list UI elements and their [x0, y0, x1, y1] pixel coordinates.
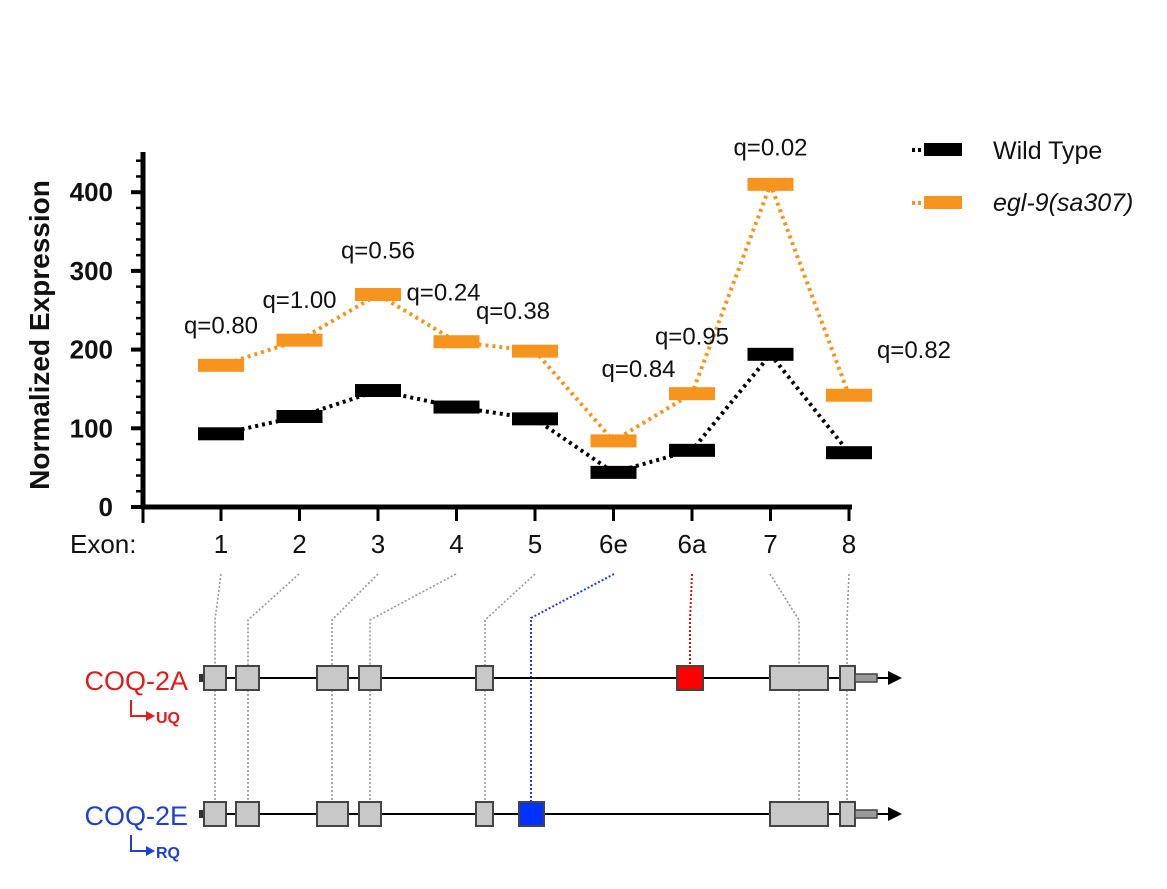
- data-point-wild-type: [590, 465, 637, 479]
- isoform-a-model: COQ-2A UQ: [84, 665, 902, 727]
- q-value-labels: q=0.80q=1.00q=0.56 q=0.24q=0.38 q=0.84 q=0.…: [184, 134, 951, 383]
- isoform-a-exon-6a: [676, 665, 704, 691]
- data-point-wild-type: [747, 347, 794, 361]
- isoform-e-exon-7: [769, 801, 829, 827]
- x-tick-label: 2: [292, 529, 306, 559]
- exon-connector: [369, 573, 457, 802]
- x-tick-label: 3: [371, 529, 385, 559]
- exon-connector: [484, 573, 536, 802]
- x-ticks: 1 2 3 4 5 6e 6a 7 8: [141, 507, 856, 559]
- isoform-a-arrowhead-icon: [146, 711, 155, 721]
- data-point-mutant: [433, 335, 480, 349]
- x-tick-label: 6e: [599, 529, 628, 559]
- isoform-a-subtitle: UQ: [156, 710, 180, 727]
- data-point-mutant: [198, 358, 244, 372]
- isoform-a-exon-3: [316, 665, 349, 691]
- y-tick-label: 100: [70, 413, 113, 443]
- legend-wild-type-marker: [924, 143, 962, 156]
- isoform-e-exon-3: [316, 801, 349, 827]
- isoform-e-direction-icon: [888, 807, 902, 821]
- isoform-e-exon-1: [203, 801, 227, 827]
- isoform-a-exon-2: [235, 665, 260, 691]
- isoform-a-exon-7: [769, 665, 829, 691]
- exon-connector: [331, 573, 379, 802]
- q-value-label: q=0.82: [877, 337, 951, 364]
- y-tick-label: 400: [70, 177, 113, 207]
- isoform-e-utr3: [854, 809, 878, 819]
- y-ticks: 0 100 200 300 400: [70, 159, 143, 522]
- isoform-e-exon-4: [358, 801, 382, 827]
- legend-wild-type-label: Wild Type: [993, 137, 1102, 165]
- q-value-label: q=1.00: [262, 287, 336, 314]
- isoform-a-exon-5: [475, 665, 494, 691]
- isoform-a-name: COQ-2A: [84, 666, 188, 696]
- isoform-a-utr5: [199, 674, 204, 682]
- exon-connector: [846, 573, 850, 802]
- legend-mutant-marker: [924, 196, 962, 209]
- data-point-wild-type: [276, 409, 323, 423]
- isoform-a-exon-1: [203, 665, 227, 691]
- isoform-e-exon-8: [839, 801, 856, 827]
- y-axis-label: Normalized Expression: [24, 180, 55, 490]
- isoform-a-direction-icon: [888, 671, 902, 685]
- q-value-label: q=0.24: [406, 280, 480, 307]
- series-group: [198, 177, 872, 479]
- isoform-a-exon-8: [839, 665, 856, 691]
- data-point-mutant: [669, 387, 715, 401]
- data-point-mutant: [590, 434, 637, 448]
- exon-6e-connector: [530, 573, 615, 802]
- data-point-wild-type: [198, 427, 244, 441]
- gene-models: COQ-2A UQ COQ-2E RQ: [84, 573, 902, 862]
- exon-connectors: [214, 573, 850, 802]
- data-point-wild-type: [433, 400, 480, 414]
- q-value-label: q=0.84: [601, 356, 675, 383]
- x-tick-label: 4: [449, 529, 463, 559]
- y-tick-label: 0: [99, 492, 113, 522]
- y-tick-label: 200: [70, 335, 113, 365]
- x-tick-label: 8: [842, 529, 856, 559]
- q-value-label: q=0.56: [341, 238, 415, 265]
- exon-connector: [214, 573, 222, 802]
- data-point-mutant: [747, 177, 794, 191]
- x-tick-label: 7: [763, 529, 777, 559]
- isoform-e-arrow-icon: [130, 835, 146, 852]
- data-point-mutant: [276, 333, 323, 347]
- isoform-e-utr5: [199, 810, 204, 818]
- x-tick-label: 1: [214, 529, 228, 559]
- legend: Wild Type egl-9(sa307): [912, 137, 1133, 217]
- exon-6a-connector: [689, 573, 693, 666]
- exon-connector: [247, 573, 300, 802]
- q-value-label: q=0.02: [733, 134, 807, 161]
- isoform-e-subtitle: RQ: [156, 845, 180, 862]
- x-axis-label: Exon:: [70, 529, 137, 559]
- isoform-a-exon-4: [358, 665, 382, 691]
- exon-connector: [769, 573, 800, 802]
- data-point-mutant: [826, 388, 872, 402]
- isoform-e-exon-6e: [518, 801, 545, 827]
- isoform-a-arrow-icon: [130, 700, 146, 717]
- isoform-e-model: COQ-2E RQ: [84, 801, 902, 862]
- q-value-label: q=0.80: [184, 312, 258, 339]
- isoform-e-exon-5: [475, 801, 494, 827]
- isoform-e-exon-2: [235, 801, 260, 827]
- q-value-label: q=0.38: [476, 298, 550, 325]
- isoform-e-arrowhead-icon: [146, 846, 155, 856]
- isoform-e-name: COQ-2E: [84, 801, 188, 831]
- data-point-wild-type: [669, 443, 715, 457]
- data-point-wild-type: [355, 384, 401, 398]
- data-point-mutant: [355, 288, 401, 302]
- y-tick-label: 300: [70, 256, 113, 286]
- isoform-a-utr3: [854, 673, 878, 683]
- x-tick-label: 5: [528, 529, 542, 559]
- legend-mutant-label: egl-9(sa307): [993, 189, 1133, 217]
- data-point-wild-type: [512, 412, 558, 426]
- data-point-wild-type: [826, 446, 872, 460]
- x-tick-label: 6a: [678, 529, 707, 559]
- data-point-mutant: [512, 344, 558, 358]
- q-value-label: q=0.95: [655, 324, 729, 351]
